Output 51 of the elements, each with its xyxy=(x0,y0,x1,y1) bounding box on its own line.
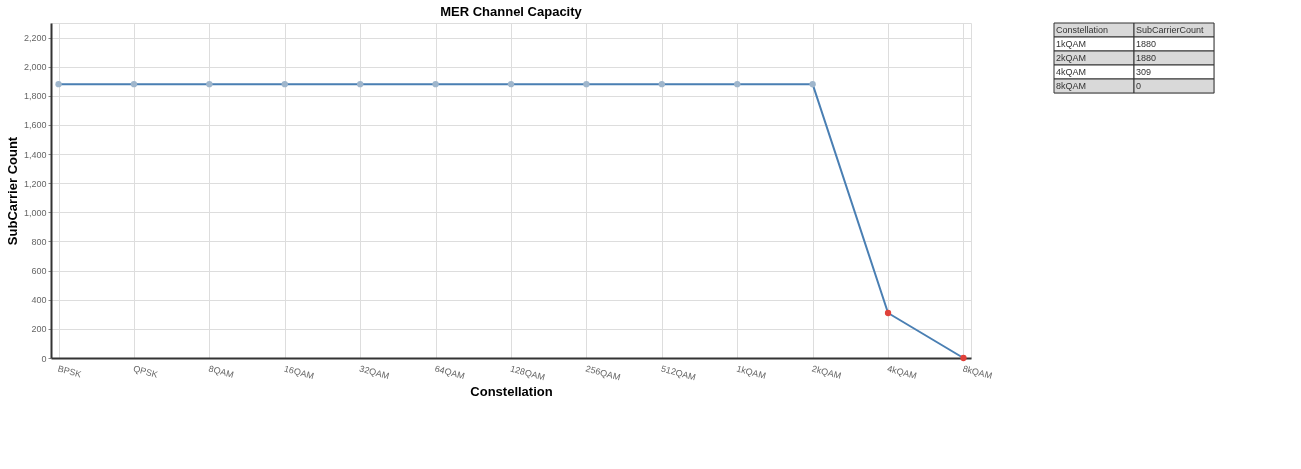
x-tick-label: 32QAM xyxy=(358,363,391,382)
text: 309 xyxy=(1136,67,1152,77)
point xyxy=(960,354,967,362)
point xyxy=(281,81,288,88)
point xyxy=(507,81,515,88)
y-tick-label: 1,600 xyxy=(23,120,47,131)
x-tick-label: 64QAM xyxy=(433,363,466,382)
y-tick-label: 2,000 xyxy=(23,62,47,73)
x-tick-label: QPSK xyxy=(132,363,159,380)
y-tick-label: 200 xyxy=(31,324,47,335)
y-tick-label: 1,200 xyxy=(23,178,47,189)
y-tick-label: 400 xyxy=(31,295,47,306)
y-tick-label: 2,200 xyxy=(23,33,47,44)
point xyxy=(130,81,138,88)
x-tick-label: BPSK xyxy=(56,363,83,380)
x-axis-title: Constellation xyxy=(470,384,553,400)
x-tick-label: 512QAM xyxy=(659,363,697,383)
x-tick-label: 16QAM xyxy=(282,363,316,382)
x-tick-label: 1kQAM xyxy=(735,363,767,381)
y-tick-label: 0 xyxy=(41,353,47,364)
point xyxy=(432,81,439,88)
text: 1880 xyxy=(1136,39,1157,49)
x-tick-label: 8QAM xyxy=(207,363,235,380)
text: 2kQAM xyxy=(1056,53,1087,63)
text: SubCarrierCount xyxy=(1136,25,1205,35)
y-tick-label: 800 xyxy=(31,236,47,247)
point xyxy=(206,81,213,88)
y-tick-label: 1,400 xyxy=(23,149,47,160)
x-tick-label: 2kQAM xyxy=(810,363,843,381)
text: Constellation xyxy=(1056,25,1109,35)
point xyxy=(809,81,816,88)
point xyxy=(583,81,590,88)
text: 1880 xyxy=(1136,53,1157,63)
text: 0 xyxy=(1136,81,1142,91)
y-tick-label: 1,800 xyxy=(23,91,47,102)
point xyxy=(357,81,364,88)
text: 8kQAM xyxy=(1056,81,1087,91)
x-tick-label: 4kQAM xyxy=(886,363,918,381)
x-tick-label: 8kQAM xyxy=(961,363,994,381)
y-tick-label: 1,000 xyxy=(23,207,47,218)
x-tick-label: 256QAM xyxy=(584,363,622,383)
chart-title: MER Channel Capacity xyxy=(440,4,583,19)
x-tick-label: 128QAM xyxy=(509,363,547,383)
y-axis-title: SubCarrier Count xyxy=(4,136,20,246)
y-tick-label: 600 xyxy=(31,266,47,277)
text: 1kQAM xyxy=(1056,39,1087,49)
text: 4kQAM xyxy=(1056,67,1087,77)
point xyxy=(658,81,665,88)
point xyxy=(884,309,892,317)
point xyxy=(734,81,741,88)
point xyxy=(55,81,62,88)
